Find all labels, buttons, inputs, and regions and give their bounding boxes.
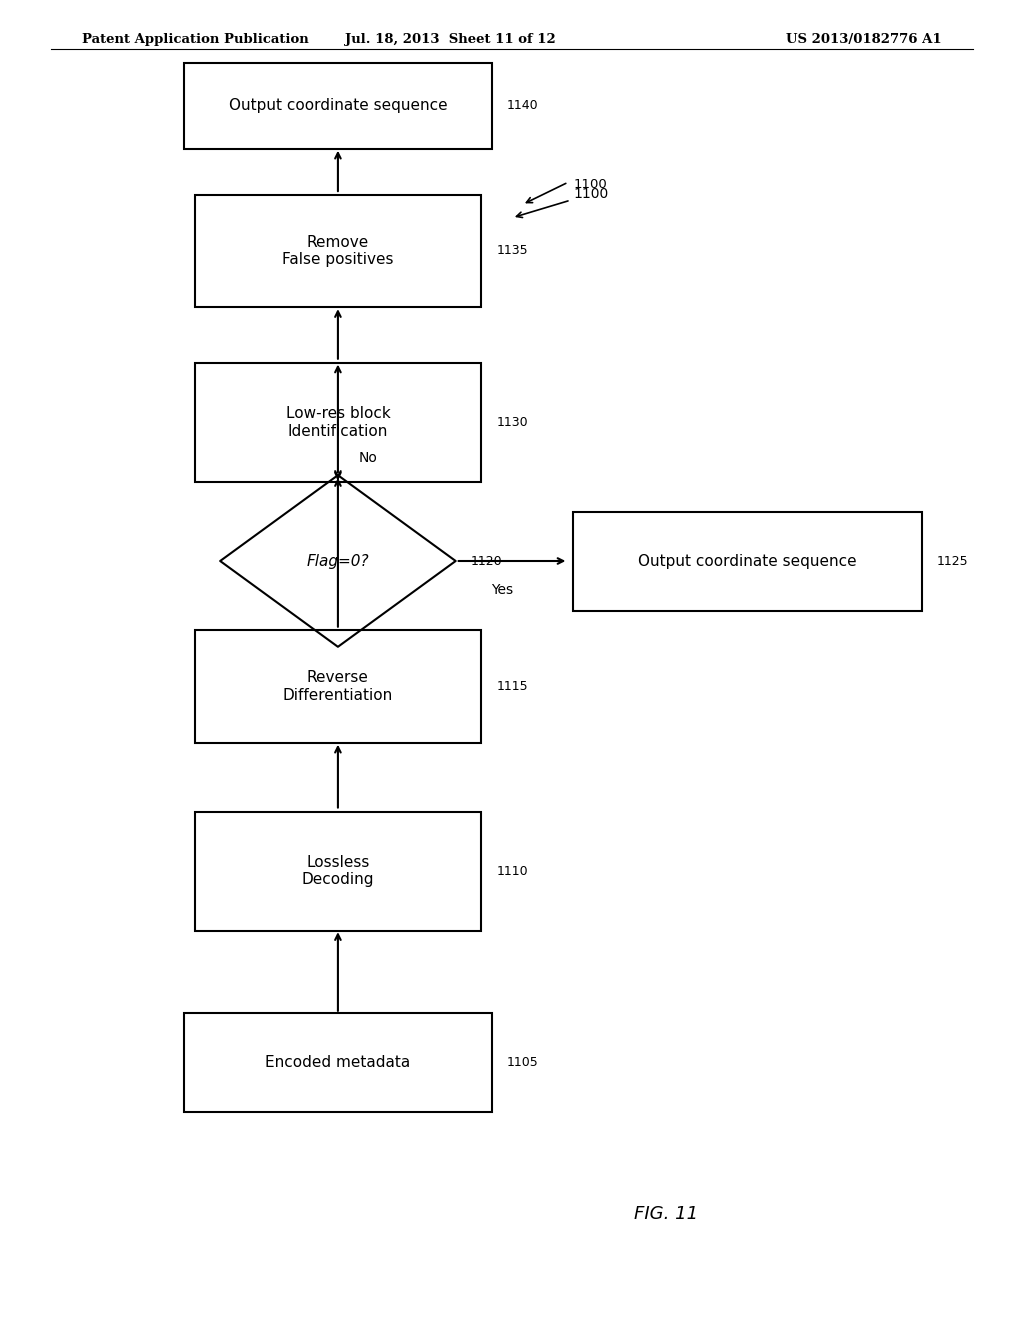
- FancyBboxPatch shape: [195, 631, 481, 742]
- Text: 1125: 1125: [937, 554, 969, 568]
- Text: Encoded metadata: Encoded metadata: [265, 1055, 411, 1071]
- Text: Lossless
Decoding: Lossless Decoding: [302, 855, 374, 887]
- Text: Reverse
Differentiation: Reverse Differentiation: [283, 671, 393, 702]
- FancyBboxPatch shape: [184, 1014, 492, 1111]
- Text: Output coordinate sequence: Output coordinate sequence: [638, 553, 857, 569]
- Text: 1140: 1140: [507, 99, 539, 112]
- Text: 1120: 1120: [471, 554, 503, 568]
- Text: 1110: 1110: [497, 865, 528, 878]
- Text: No: No: [358, 450, 377, 465]
- FancyBboxPatch shape: [195, 812, 481, 931]
- Text: Output coordinate sequence: Output coordinate sequence: [228, 98, 447, 114]
- Text: Remove
False positives: Remove False positives: [283, 235, 393, 267]
- Text: 1105: 1105: [507, 1056, 539, 1069]
- FancyBboxPatch shape: [195, 363, 481, 482]
- FancyBboxPatch shape: [573, 512, 922, 610]
- Text: Patent Application Publication: Patent Application Publication: [82, 33, 308, 46]
- Text: 1115: 1115: [497, 680, 528, 693]
- Text: Jul. 18, 2013  Sheet 11 of 12: Jul. 18, 2013 Sheet 11 of 12: [345, 33, 556, 46]
- Text: 1130: 1130: [497, 416, 528, 429]
- Text: 1100: 1100: [516, 187, 608, 218]
- Text: 1135: 1135: [497, 244, 528, 257]
- FancyBboxPatch shape: [195, 195, 481, 306]
- Text: Yes: Yes: [490, 582, 513, 597]
- Text: Flag=0?: Flag=0?: [306, 553, 370, 569]
- Text: Low-res block
Identification: Low-res block Identification: [286, 407, 390, 438]
- FancyBboxPatch shape: [184, 62, 492, 149]
- Text: US 2013/0182776 A1: US 2013/0182776 A1: [786, 33, 942, 46]
- Text: 1100: 1100: [573, 178, 607, 191]
- Text: FIG. 11: FIG. 11: [634, 1205, 697, 1224]
